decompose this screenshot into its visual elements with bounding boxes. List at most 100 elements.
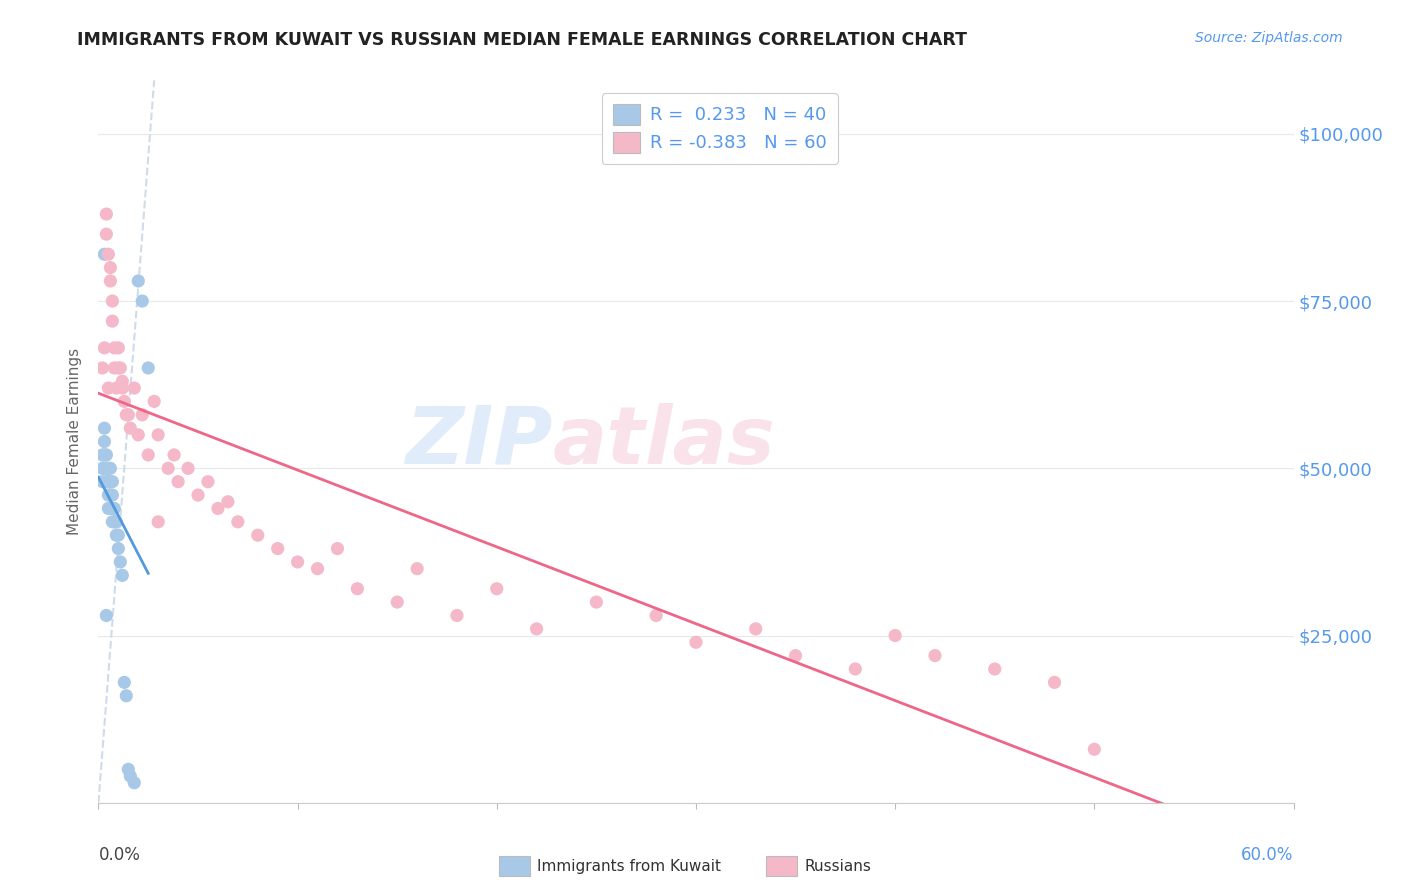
Point [124, 381, 146, 395]
Point [645, 608, 668, 623]
Point [96, 207, 118, 221]
Point [307, 562, 329, 576]
Point [1083, 742, 1105, 756]
Point [97, 461, 120, 475]
Point [107, 341, 129, 355]
Point [93, 247, 115, 261]
Point [143, 394, 166, 409]
Point [101, 475, 124, 489]
Point [177, 461, 200, 475]
Point [924, 648, 946, 663]
Point [111, 568, 134, 582]
Point [105, 515, 128, 529]
Point [115, 689, 138, 703]
Point [120, 421, 142, 435]
Point [167, 475, 190, 489]
Point [107, 541, 129, 556]
Point [93, 421, 115, 435]
Point [93, 434, 115, 449]
Point [197, 475, 219, 489]
Point [97, 247, 120, 261]
Point [110, 361, 132, 376]
Point [112, 394, 135, 409]
Point [93, 461, 115, 475]
Text: IMMIGRANTS FROM KUWAIT VS RUSSIAN MEDIAN FEMALE EARNINGS CORRELATION CHART: IMMIGRANTS FROM KUWAIT VS RUSSIAN MEDIAN… [77, 31, 967, 49]
Point [107, 361, 129, 376]
Point [385, 595, 409, 609]
Point [98, 475, 122, 489]
Point [884, 628, 907, 642]
Point [127, 274, 149, 288]
Y-axis label: Median Female Earnings: Median Female Earnings [67, 348, 83, 535]
Point [103, 341, 125, 355]
Point [685, 635, 707, 649]
Point [585, 595, 607, 609]
Point [98, 488, 122, 502]
Text: Russians: Russians [804, 859, 872, 873]
Point [91, 361, 114, 376]
Point [111, 381, 134, 395]
Point [98, 274, 122, 288]
Point [136, 448, 159, 462]
Point [115, 408, 138, 422]
Text: Source: ZipAtlas.com: Source: ZipAtlas.com [1195, 31, 1343, 45]
Point [157, 461, 180, 475]
Point [287, 555, 309, 569]
Point [101, 314, 124, 328]
Point [745, 622, 768, 636]
Text: Immigrants from Kuwait: Immigrants from Kuwait [537, 859, 721, 873]
Legend: R =  0.233   N = 40, R = -0.383   N = 60: R = 0.233 N = 40, R = -0.383 N = 60 [602, 93, 838, 163]
Text: 60.0%: 60.0% [1241, 847, 1294, 864]
Point [131, 408, 153, 422]
Point [207, 501, 229, 516]
Point [101, 515, 124, 529]
Point [98, 260, 122, 275]
Point [1043, 675, 1066, 690]
Point [101, 293, 124, 308]
Point [91, 475, 114, 489]
Point [93, 341, 115, 355]
Point [136, 361, 159, 376]
Point [163, 448, 186, 462]
Point [124, 776, 146, 790]
Point [117, 762, 139, 776]
Point [785, 648, 807, 663]
Point [101, 501, 124, 516]
Point [103, 515, 125, 529]
Point [148, 427, 170, 442]
Point [101, 488, 124, 502]
Point [103, 361, 125, 376]
Point [326, 541, 349, 556]
Point [96, 461, 118, 475]
Point [127, 427, 149, 442]
Point [346, 582, 368, 596]
Point [97, 475, 120, 489]
Point [446, 608, 468, 623]
Point [98, 501, 122, 516]
Point [217, 494, 239, 508]
Point [110, 555, 132, 569]
Point [97, 488, 120, 502]
Point [406, 562, 429, 576]
Point [267, 541, 290, 556]
Point [187, 488, 209, 502]
Point [148, 515, 170, 529]
Point [96, 475, 118, 489]
Text: 0.0%: 0.0% [98, 847, 141, 864]
Point [93, 448, 115, 462]
Point [117, 408, 139, 422]
Point [91, 448, 114, 462]
Point [485, 582, 508, 596]
Point [96, 608, 118, 623]
Point [120, 769, 142, 783]
Point [984, 662, 1007, 676]
Point [97, 501, 120, 516]
Point [526, 622, 548, 636]
Point [97, 381, 120, 395]
Point [105, 528, 128, 542]
Text: atlas: atlas [553, 402, 775, 481]
Point [91, 461, 114, 475]
Point [96, 227, 118, 241]
Point [131, 293, 153, 308]
Point [226, 515, 249, 529]
